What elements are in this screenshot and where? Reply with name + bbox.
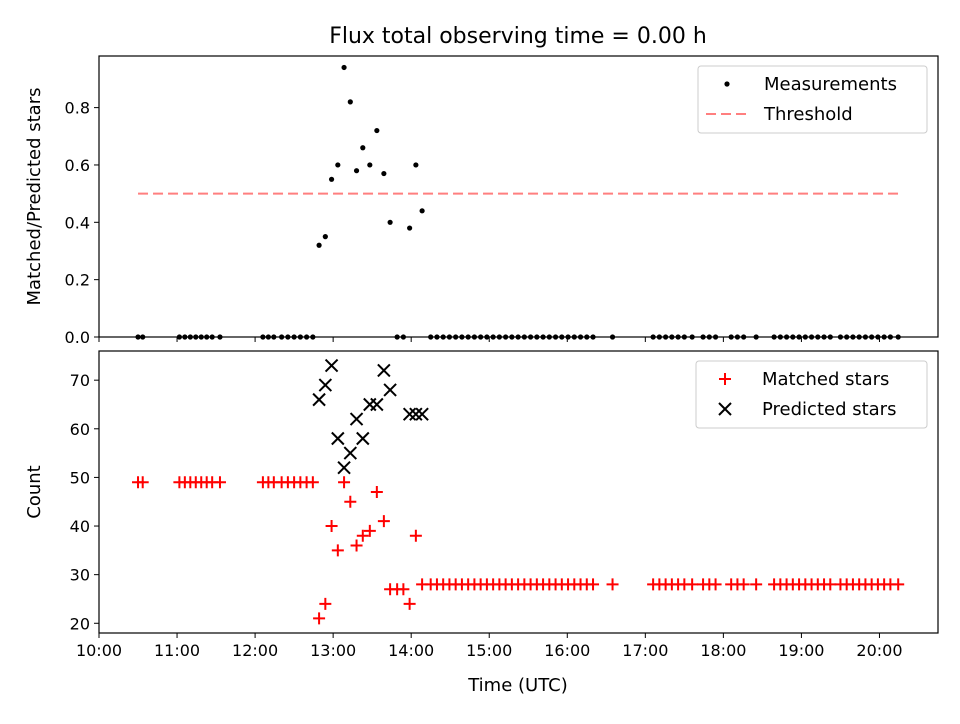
legend-x-marker <box>718 402 732 416</box>
legend-box <box>695 360 928 429</box>
x-tick-label: 20:00 <box>856 641 902 660</box>
measurement-point <box>347 99 353 105</box>
measurement-point <box>374 127 380 134</box>
measurement-point <box>387 219 393 225</box>
matched-star-point <box>331 544 344 557</box>
y-tick-label: 30 <box>70 566 90 585</box>
x-tick-label: 12:00 <box>232 641 278 660</box>
predicted-star-point <box>349 412 364 426</box>
y-tick-label: 70 <box>70 371 90 390</box>
x-tick-label: 16:00 <box>544 641 590 660</box>
y-tick-label: 0.0 <box>65 328 90 347</box>
y-tick-label: 20 <box>70 614 90 633</box>
chart-title: Flux total observing time = 0.00 h <box>329 24 707 49</box>
matched-star-point <box>750 578 763 591</box>
matched-star-point <box>213 476 226 489</box>
measurement-point <box>419 208 425 214</box>
matched-star-point <box>325 520 338 533</box>
measurement-point <box>407 225 413 231</box>
matched-star-point <box>363 524 376 537</box>
legend-dot-marker <box>724 81 730 87</box>
x-tick-label: 14:00 <box>388 641 434 660</box>
x-tick-label: 13:00 <box>310 641 356 660</box>
matched-star-point <box>350 539 363 552</box>
predicted-star-point <box>415 407 429 421</box>
matched-star-point <box>606 578 619 591</box>
y-axis-label: Matched/Predicted stars <box>24 88 45 306</box>
matched-star-point <box>709 578 722 591</box>
measurement-point <box>413 162 419 168</box>
measurement-point <box>335 162 341 168</box>
y-tick-label: 60 <box>70 420 90 439</box>
measurement-point <box>360 145 366 151</box>
predicted-star-point <box>402 407 417 421</box>
y-tick-label: 0.6 <box>65 156 90 175</box>
x-axis-label: Time (UTC) <box>467 675 568 696</box>
matched-star-point <box>319 597 332 610</box>
matched-star-point <box>824 578 837 591</box>
matched-star-point <box>370 486 383 498</box>
measurement-point <box>353 168 360 174</box>
measurement-point <box>322 234 328 240</box>
predicted-star-point <box>377 363 391 378</box>
x-tick-label: 10:00 <box>76 641 122 660</box>
matched-star-point <box>686 578 699 591</box>
matched-star-point <box>344 495 357 508</box>
measurement-point <box>328 176 335 182</box>
matched-star-point <box>338 476 351 489</box>
predicted-star-point <box>337 460 351 475</box>
legend: Matched stars Predicted stars <box>695 360 928 429</box>
y-tick-label: 0.2 <box>65 271 90 290</box>
legend-label: Predicted stars <box>762 399 896 420</box>
axes-frame <box>98 55 939 338</box>
predicted-star-point <box>318 378 333 392</box>
measurement-point <box>341 64 347 71</box>
x-tick-label: 11:00 <box>154 641 200 660</box>
matched-star-point <box>306 476 319 489</box>
y-tick-label: 0.4 <box>65 213 90 232</box>
x-tick-label: 17:00 <box>622 641 668 660</box>
matched-star-point <box>377 515 390 528</box>
legend-label: Matched stars <box>762 369 889 390</box>
matched-star-point <box>136 476 149 489</box>
ratio-panel: 0.0 0.2 0.4 0.6 0.8 Matched/Predicted stars Me… <box>24 55 939 347</box>
legend-label: Threshold <box>763 104 853 125</box>
measurement-point <box>316 242 322 248</box>
y-tick-label: 50 <box>70 468 90 487</box>
predicted-star-point <box>312 392 326 407</box>
legend-plus-marker <box>719 373 731 385</box>
y-axis-label: Count <box>24 465 45 518</box>
matched-star-point <box>409 529 422 542</box>
legend-label: Measurements <box>764 74 897 95</box>
matched-star-point <box>313 612 326 625</box>
predicted-star-point <box>331 431 345 446</box>
legend: Measurements Threshold <box>697 65 928 134</box>
axes-frame <box>98 350 939 634</box>
matched-star-point <box>356 529 369 542</box>
legend-box <box>697 65 928 134</box>
y-tick-label: 40 <box>70 517 90 536</box>
predicted-star-point <box>356 431 370 446</box>
predicted-star-point <box>409 407 423 421</box>
y-tick-label: 0.8 <box>65 99 90 118</box>
matched-star-point <box>403 597 416 610</box>
predicted-star-point <box>383 383 397 397</box>
measurement-point <box>381 170 387 177</box>
x-tick-label: 18:00 <box>700 641 746 660</box>
measurement-point <box>367 162 373 168</box>
x-tick-label: 15:00 <box>466 641 512 660</box>
predicted-star-point <box>370 397 384 412</box>
count-panel: 20 30 40 50 60 70 10:00 11:00 12:00 13:00 14:00 15:… <box>24 350 939 660</box>
predicted-star-point <box>324 358 339 373</box>
matched-star-point <box>397 583 410 596</box>
matched-star-point <box>737 578 750 591</box>
matched-star-point <box>892 578 905 591</box>
predicted-star-point <box>343 446 358 460</box>
x-tick-label: 19:00 <box>778 641 824 660</box>
matched-star-point <box>587 578 600 591</box>
